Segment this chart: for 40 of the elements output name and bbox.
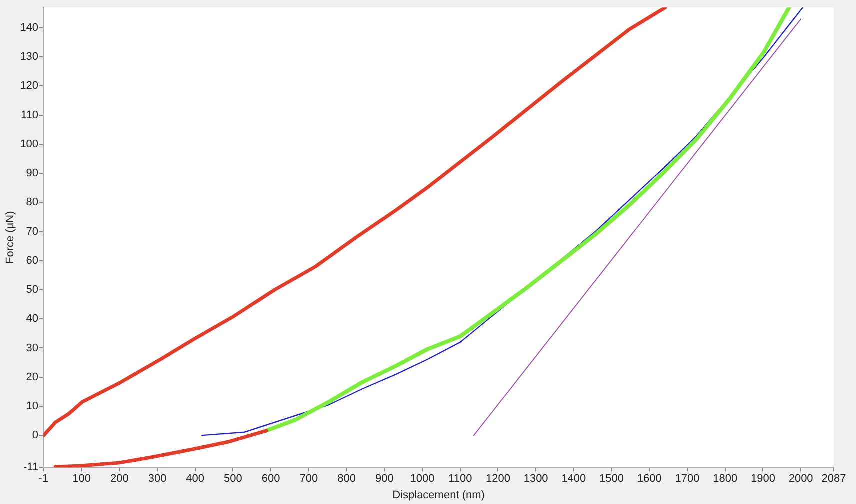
y-tick-label: 30: [26, 342, 39, 354]
x-tick-label: 1900: [750, 473, 776, 486]
x-tick-label: 2000: [788, 473, 814, 486]
x-tick-label: 100: [72, 473, 91, 486]
x-tick-label: 1200: [486, 473, 510, 486]
x-tick-label: 1600: [637, 473, 662, 486]
y-tick-label: 70: [26, 226, 39, 238]
y-tick-label: 80: [26, 196, 39, 209]
x-tick-label: 1800: [713, 473, 738, 486]
x-tick-label: 400: [186, 473, 205, 486]
x-tick-label: 1500: [600, 473, 624, 486]
y-tick-label: 10: [26, 400, 39, 412]
y-tick-label: -11: [23, 462, 39, 474]
x-tick-label: 900: [375, 473, 394, 486]
y-tick-label: 90: [26, 168, 39, 180]
x-tick-label: 1100: [448, 473, 472, 486]
y-axis-title: Force (µN): [4, 211, 17, 264]
y-tick-label: 140: [20, 22, 39, 34]
y-tick-label: 50: [26, 284, 39, 296]
x-tick-label: 2087: [822, 473, 846, 486]
y-tick-label: 40: [26, 313, 39, 326]
x-tick-label: 1700: [675, 473, 700, 486]
y-tick-label: 130: [20, 51, 39, 64]
x-tick-label: 300: [148, 473, 167, 486]
y-tick-label: 100: [20, 138, 39, 150]
x-tick-label: 1000: [410, 473, 435, 486]
y-tick-label: 20: [26, 371, 39, 384]
x-tick-label: 600: [262, 473, 280, 486]
x-tick-label: -1: [38, 473, 48, 486]
y-tick-label: 110: [21, 109, 39, 122]
x-tick-label: 800: [338, 473, 356, 486]
y-tick-label: 60: [26, 254, 39, 267]
x-tick-label: 500: [224, 473, 242, 486]
y-tick-label: 0: [32, 430, 39, 442]
y-tick-label: 120: [20, 80, 39, 92]
x-tick-label: 1300: [524, 473, 548, 486]
x-tick-label: 200: [110, 473, 129, 486]
x-axis-title: Displacement (nm): [392, 489, 485, 502]
x-tick-label: 700: [300, 473, 318, 486]
x-tick-label: 1400: [562, 473, 586, 486]
